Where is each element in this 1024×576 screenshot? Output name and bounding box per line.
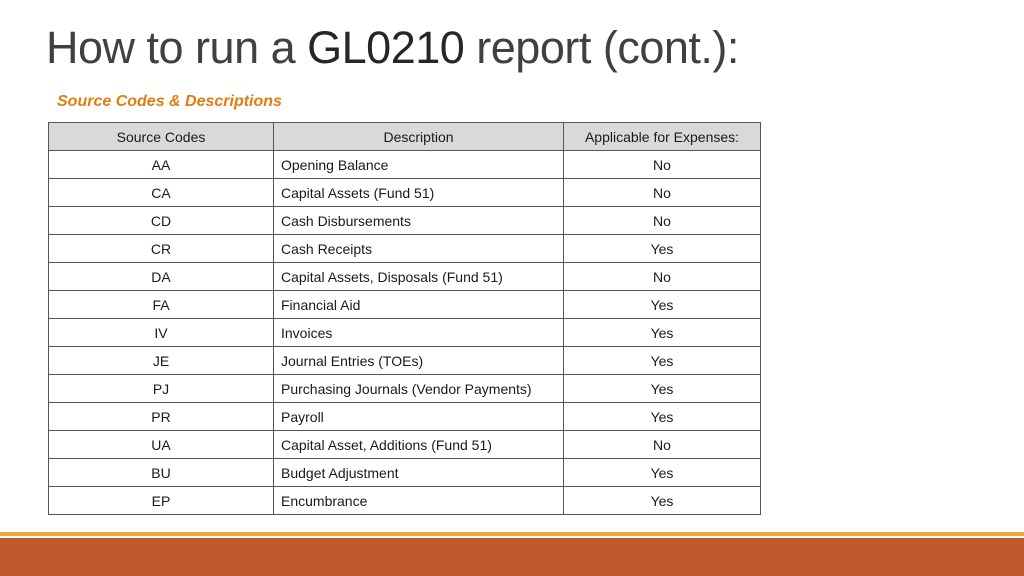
applicable-cell: No (563, 178, 761, 207)
source-code-cell: FA (48, 290, 274, 319)
description-cell: Purchasing Journals (Vendor Payments) (273, 374, 564, 403)
description-cell: Capital Asset, Additions (Fund 51) (273, 430, 564, 459)
description-cell: Payroll (273, 402, 564, 431)
source-code-cell: CR (48, 234, 274, 263)
source-code-cell: PR (48, 402, 274, 431)
table-row: FA Financial Aid Yes (48, 290, 761, 319)
applicable-cell: No (563, 430, 761, 459)
description-cell: Budget Adjustment (273, 458, 564, 487)
source-code-cell: BU (48, 458, 274, 487)
table-row: IV Invoices Yes (48, 318, 761, 347)
description-cell: Capital Assets (Fund 51) (273, 178, 564, 207)
header-source-codes: Source Codes (48, 122, 274, 151)
table-row: DA Capital Assets, Disposals (Fund 51) No (48, 262, 761, 291)
footer-accent-line (0, 532, 1024, 536)
source-code-cell: AA (48, 150, 274, 179)
description-cell: Encumbrance (273, 486, 564, 515)
title-suffix: report (cont.): (464, 22, 739, 73)
source-code-cell: CD (48, 206, 274, 235)
source-code-cell: EP (48, 486, 274, 515)
section-subtitle: Source Codes & Descriptions (57, 93, 282, 110)
source-code-cell: UA (48, 430, 274, 459)
applicable-cell: Yes (563, 374, 761, 403)
table-row: CA Capital Assets (Fund 51) No (48, 178, 761, 207)
source-code-cell: PJ (48, 374, 274, 403)
source-codes-table: Source Codes Description Applicable for … (48, 122, 761, 515)
applicable-cell: Yes (563, 486, 761, 515)
table-row: CD Cash Disbursements No (48, 206, 761, 235)
applicable-cell: Yes (563, 402, 761, 431)
description-cell: Cash Receipts (273, 234, 564, 263)
applicable-cell: Yes (563, 458, 761, 487)
table-row: PJ Purchasing Journals (Vendor Payments) Y… (48, 374, 761, 403)
applicable-cell: Yes (563, 234, 761, 263)
footer-bar (0, 538, 1024, 576)
page-title: How to run a GL0210 report (cont.): (46, 22, 739, 74)
table-row: AA Opening Balance No (48, 150, 761, 179)
description-cell: Opening Balance (273, 150, 564, 179)
table-row: CR Cash Receipts Yes (48, 234, 761, 263)
header-description: Description (273, 122, 564, 151)
applicable-cell: Yes (563, 318, 761, 347)
table-header-row: Source Codes Description Applicable for … (48, 122, 761, 151)
description-cell: Invoices (273, 318, 564, 347)
applicable-cell: No (563, 206, 761, 235)
source-code-cell: CA (48, 178, 274, 207)
applicable-cell: No (563, 262, 761, 291)
description-cell: Capital Assets, Disposals (Fund 51) (273, 262, 564, 291)
header-applicable-for-expenses: Applicable for Expenses: (563, 122, 761, 151)
source-code-cell: JE (48, 346, 274, 375)
table-row: BU Budget Adjustment Yes (48, 458, 761, 487)
description-cell: Financial Aid (273, 290, 564, 319)
applicable-cell: Yes (563, 346, 761, 375)
table-row: UA Capital Asset, Additions (Fund 51) No (48, 430, 761, 459)
source-code-cell: DA (48, 262, 274, 291)
title-prefix: How to run a (46, 22, 308, 73)
applicable-cell: No (563, 150, 761, 179)
source-code-cell: IV (48, 318, 274, 347)
table-row: PR Payroll Yes (48, 402, 761, 431)
table-body: AA Opening Balance No CA Capital Assets (Fu… (48, 150, 761, 515)
table-row: JE Journal Entries (TOEs) Yes (48, 346, 761, 375)
table-row: EP Encumbrance Yes (48, 486, 761, 515)
description-cell: Journal Entries (TOEs) (273, 346, 564, 375)
description-cell: Cash Disbursements (273, 206, 564, 235)
title-report-code: GL0210 (307, 22, 465, 73)
applicable-cell: Yes (563, 290, 761, 319)
